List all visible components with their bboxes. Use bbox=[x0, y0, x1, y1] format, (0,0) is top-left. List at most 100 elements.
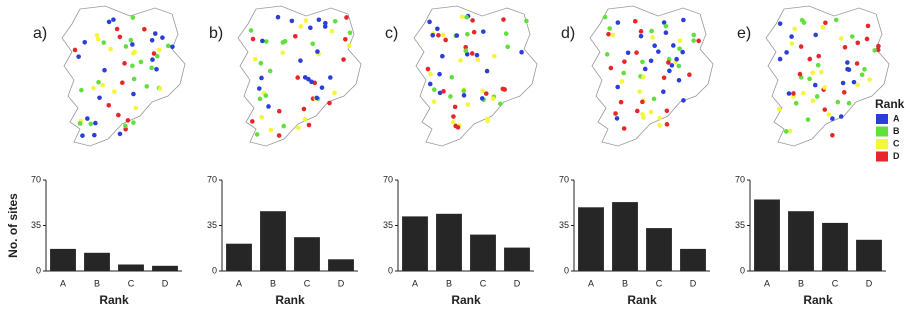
site-dot bbox=[602, 14, 608, 20]
x-axis-label: Rank bbox=[275, 293, 305, 307]
site-dot bbox=[638, 33, 644, 39]
site-dot bbox=[138, 59, 144, 65]
site-dot bbox=[797, 71, 803, 77]
site-dot bbox=[131, 91, 136, 97]
site-dot bbox=[671, 43, 676, 48]
site-dot bbox=[810, 70, 816, 76]
site-dot bbox=[458, 58, 463, 63]
bar bbox=[260, 211, 286, 271]
site-dot bbox=[461, 93, 467, 98]
site-dot bbox=[819, 69, 824, 75]
site-dot bbox=[88, 121, 94, 127]
site-dot bbox=[814, 94, 820, 99]
site-dot bbox=[254, 132, 260, 137]
site-dot bbox=[280, 50, 285, 55]
legend-label: A bbox=[893, 113, 900, 123]
legend-swatch bbox=[876, 114, 888, 124]
site-dot bbox=[835, 99, 841, 105]
site-dot bbox=[505, 44, 510, 50]
site-dot bbox=[289, 18, 295, 24]
site-dot bbox=[846, 100, 852, 106]
x-tick-label: C bbox=[656, 278, 663, 288]
site-dot bbox=[263, 93, 269, 98]
site-dot bbox=[149, 65, 154, 71]
site-dot bbox=[122, 61, 127, 66]
site-dot bbox=[649, 28, 654, 34]
site-dot bbox=[777, 56, 783, 62]
site-dot bbox=[840, 80, 846, 86]
site-dot bbox=[306, 122, 312, 128]
site-dot bbox=[102, 67, 107, 73]
site-dot bbox=[838, 36, 844, 41]
site-dot bbox=[661, 20, 667, 25]
site-dot bbox=[120, 80, 125, 86]
site-dot bbox=[448, 94, 453, 99]
site-dot bbox=[308, 25, 313, 31]
site-dot bbox=[501, 17, 506, 22]
site-dot bbox=[267, 68, 273, 74]
site-dot bbox=[125, 118, 131, 123]
site-dot bbox=[696, 38, 701, 44]
map-outline bbox=[413, 5, 538, 147]
site-dot bbox=[792, 26, 798, 32]
bar bbox=[578, 207, 604, 271]
site-dot bbox=[784, 50, 789, 55]
site-dot bbox=[463, 44, 469, 50]
panel-label: c) bbox=[385, 25, 398, 42]
bar bbox=[470, 234, 496, 271]
site-dot bbox=[822, 85, 827, 90]
site-dot bbox=[314, 95, 320, 101]
site-dot bbox=[295, 125, 301, 131]
x-tick-label: A bbox=[764, 278, 770, 288]
x-tick-label: D bbox=[690, 278, 697, 288]
x-tick-label: B bbox=[798, 278, 804, 288]
site-dot bbox=[343, 36, 348, 42]
site-dot bbox=[783, 129, 789, 134]
x-tick-label: A bbox=[236, 278, 242, 288]
y-tick-label: 35 bbox=[559, 220, 569, 230]
bar bbox=[646, 228, 672, 271]
site-dot bbox=[293, 33, 298, 39]
site-dot bbox=[452, 104, 458, 110]
bar bbox=[680, 248, 706, 271]
bar bbox=[84, 252, 110, 271]
bar bbox=[328, 259, 354, 271]
site-dot bbox=[257, 86, 262, 91]
site-dot bbox=[464, 51, 470, 57]
x-tick-label: B bbox=[446, 278, 452, 288]
bar bbox=[50, 248, 76, 271]
site-dot bbox=[436, 33, 441, 38]
site-dot bbox=[813, 32, 818, 38]
y-tick-label: 0 bbox=[212, 265, 217, 275]
site-dot bbox=[664, 122, 670, 127]
site-dot bbox=[791, 91, 796, 96]
site-dot bbox=[677, 46, 682, 52]
site-dot bbox=[681, 98, 686, 103]
site-dot bbox=[854, 61, 860, 66]
site-dot bbox=[687, 72, 692, 77]
site-dot bbox=[100, 82, 106, 88]
site-dot bbox=[674, 56, 679, 62]
y-tick-label: 35 bbox=[383, 220, 393, 230]
site-dot bbox=[822, 107, 828, 112]
site-dot bbox=[79, 87, 84, 93]
y-axis-label: No. of sites bbox=[6, 193, 20, 258]
site-dot bbox=[332, 18, 338, 24]
site-dot bbox=[812, 82, 818, 88]
bar bbox=[294, 237, 320, 271]
site-dot bbox=[479, 96, 485, 101]
site-dot bbox=[807, 56, 813, 62]
site-dot bbox=[441, 89, 446, 94]
site-dot bbox=[101, 40, 107, 45]
x-tick-label: A bbox=[412, 278, 418, 288]
site-dot bbox=[502, 87, 507, 92]
site-dot bbox=[80, 133, 85, 138]
site-dot bbox=[430, 32, 436, 38]
site-dot bbox=[106, 19, 112, 25]
site-dot bbox=[248, 28, 254, 33]
y-tick-label: 0 bbox=[564, 265, 569, 275]
y-tick-label: 70 bbox=[559, 174, 569, 184]
site-dot bbox=[799, 17, 805, 23]
panel-label: d) bbox=[561, 25, 575, 42]
site-dot bbox=[622, 59, 627, 64]
